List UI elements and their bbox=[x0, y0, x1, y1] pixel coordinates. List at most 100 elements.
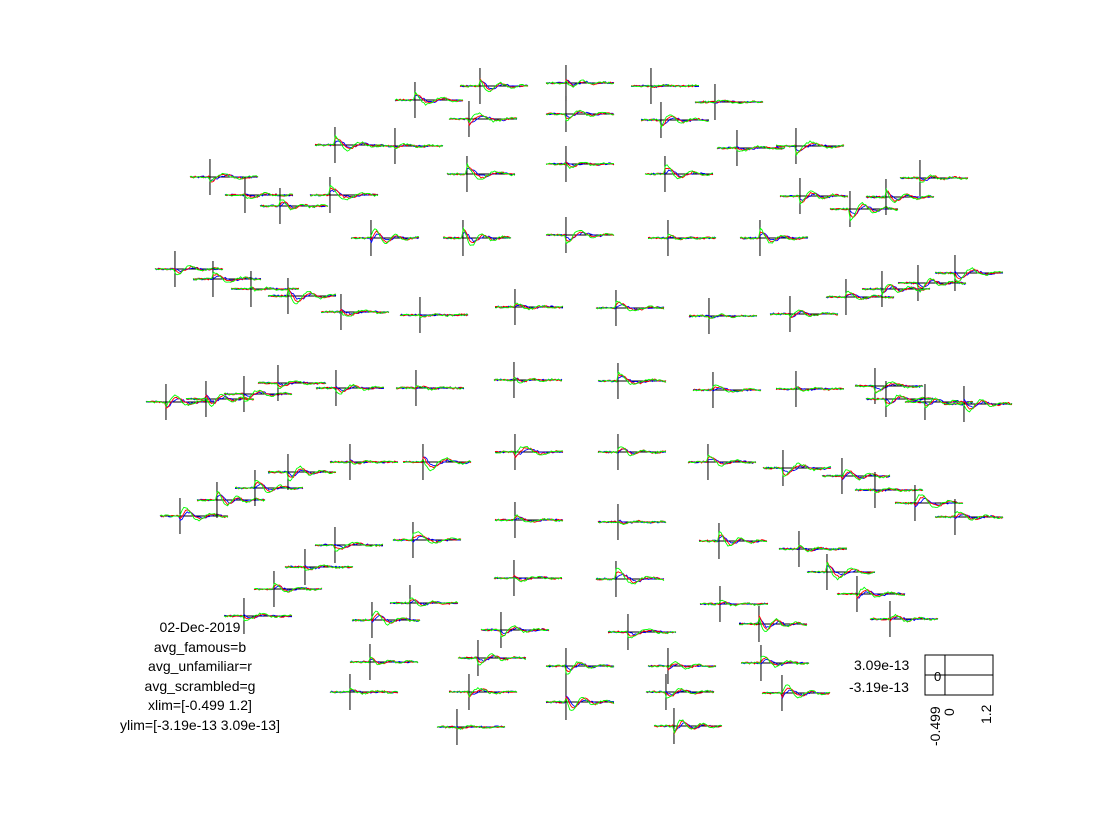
sensor-trace-avg_famous bbox=[494, 448, 564, 458]
sensor-trace-avg_scrambled bbox=[189, 172, 259, 183]
sensor-trace-avg_unfamiliar bbox=[865, 190, 935, 203]
sensor-plot bbox=[159, 498, 229, 534]
sensor-trace-avg_scrambled bbox=[494, 514, 564, 523]
sensor-trace-avg_scrambled bbox=[692, 384, 762, 393]
sensor-plot bbox=[865, 381, 935, 417]
sensor-plot bbox=[645, 674, 715, 710]
sensor-plot bbox=[389, 585, 459, 621]
sensor-trace-avg_scrambled bbox=[894, 494, 964, 508]
sensor-plot bbox=[192, 261, 262, 297]
sensor-trace-avg_scrambled bbox=[493, 575, 562, 583]
sensor-trace-avg_scrambled bbox=[314, 541, 384, 552]
sensor-plot bbox=[448, 674, 518, 710]
sensor-plot bbox=[350, 220, 420, 256]
sensor-trace-avg_unfamiliar bbox=[825, 292, 895, 301]
sensor-plot bbox=[224, 177, 294, 213]
sensor-trace-avg_scrambled bbox=[775, 386, 845, 392]
sensor-trace-avg_scrambled bbox=[688, 313, 758, 320]
sensor-trace-avg_scrambled bbox=[644, 164, 714, 180]
sensor-trace-avg_scrambled bbox=[899, 174, 969, 183]
sensor-trace-avg_scrambled bbox=[545, 229, 615, 245]
sensor-plot bbox=[806, 554, 876, 590]
date-label: 02-Dec-2019 bbox=[159, 619, 241, 635]
sensor-trace-avg_scrambled bbox=[739, 227, 809, 244]
sensor-trace-avg_scrambled bbox=[821, 469, 891, 481]
sensor-trace-avg_scrambled bbox=[494, 446, 564, 456]
sensor-trace-avg_scrambled bbox=[389, 597, 459, 607]
sensor-trace-avg_famous bbox=[350, 233, 420, 244]
sensor-plot bbox=[392, 522, 462, 558]
sensor-trace-avg_scrambled bbox=[865, 394, 935, 408]
sensor-plot bbox=[769, 296, 839, 332]
sensor-plot bbox=[854, 368, 924, 404]
sensor-trace-avg_scrambled bbox=[869, 613, 939, 623]
sensor-trace-avg_unfamiliar bbox=[653, 720, 723, 735]
sensor-trace-avg_scrambled bbox=[934, 267, 1003, 282]
sensor-trace-avg_scrambled bbox=[267, 465, 337, 482]
sensor-plot bbox=[351, 602, 421, 638]
legend-scrambled: avg_scrambled=g bbox=[144, 677, 256, 694]
sensor-trace-avg_scrambled bbox=[154, 265, 224, 276]
sensor-plot bbox=[829, 191, 899, 227]
sensor-plot bbox=[644, 156, 714, 192]
sensor-plot bbox=[284, 549, 354, 585]
sensor-trace-avg_scrambled bbox=[595, 300, 665, 312]
sensor-trace-avg_unfamiliar bbox=[493, 376, 562, 383]
sensor-trace-avg_unfamiliar bbox=[741, 656, 810, 666]
sensor-plot bbox=[493, 560, 563, 596]
sensor-trace-avg_scrambled bbox=[315, 383, 385, 395]
sensor-plot bbox=[257, 365, 327, 401]
sensor-plot bbox=[739, 220, 809, 256]
sensor-trace-avg_scrambled bbox=[284, 564, 354, 571]
sensor-trace-avg_scrambled bbox=[778, 544, 848, 553]
sensor-trace-avg_scrambled bbox=[607, 628, 677, 639]
sensor-plot bbox=[314, 527, 384, 563]
sensor-trace-avg_scrambled bbox=[545, 79, 615, 88]
sensor-trace-avg_unfamiliar bbox=[192, 273, 262, 282]
sensor-trace-avg_scrambled bbox=[350, 228, 420, 244]
sensor-plot bbox=[436, 709, 506, 745]
sensor-trace-avg_famous bbox=[779, 192, 849, 201]
scale-xzero-label: 0 bbox=[941, 708, 957, 716]
sensor-plot bbox=[446, 156, 516, 192]
sensor-trace-avg_scrambled bbox=[769, 309, 839, 319]
sensor-trace-avg_scrambled bbox=[374, 142, 444, 149]
sensor-trace-avg_scrambled bbox=[395, 385, 465, 391]
sensor-plot bbox=[494, 289, 564, 325]
sensor-plot bbox=[836, 576, 906, 612]
sensor-trace-avg_scrambled bbox=[446, 162, 516, 180]
sensor-trace-avg_scrambled bbox=[934, 510, 1004, 521]
sensor-plot bbox=[545, 684, 615, 720]
sensor-plot bbox=[402, 444, 472, 480]
sensor-trace-avg_scrambled bbox=[457, 653, 527, 666]
sensor-trace-avg_scrambled bbox=[448, 687, 518, 698]
sensor-plot bbox=[259, 188, 329, 224]
sensor-trace-avg_unfamiliar bbox=[607, 629, 677, 637]
sensor-plot bbox=[395, 370, 465, 406]
sensor-trace-avg_scrambled bbox=[223, 389, 293, 402]
scale-ymax-label: 3.09e-13 bbox=[854, 657, 910, 673]
sensor-trace-avg_scrambled bbox=[825, 290, 895, 300]
sensor-trace-avg_unfamiliar bbox=[234, 481, 304, 493]
sensor-trace-avg_scrambled bbox=[545, 661, 615, 675]
sensor-plot bbox=[647, 220, 717, 256]
sensor-plot bbox=[223, 598, 293, 634]
sensor-plot bbox=[545, 96, 615, 132]
sensor-plot bbox=[267, 454, 337, 490]
sensor-trace-avg_famous bbox=[480, 627, 550, 634]
sensor-plot bbox=[699, 586, 769, 622]
scale-ymin-label: -3.19e-13 bbox=[849, 679, 909, 695]
sensor-trace-avg_unfamiliar bbox=[738, 614, 808, 630]
sensor-trace-avg_scrambled bbox=[436, 724, 506, 730]
sensor-trace-avg_scrambled bbox=[698, 530, 768, 547]
sensor-trace-avg_unfamiliar bbox=[457, 654, 527, 663]
sensor-trace-avg_scrambled bbox=[740, 655, 810, 668]
sensor-plot bbox=[825, 279, 895, 315]
sensor-trace-avg_scrambled bbox=[192, 271, 262, 283]
sensor-trace-avg_scrambled bbox=[329, 460, 399, 465]
sensor-trace-avg_unfamiliar bbox=[448, 688, 518, 699]
ylim-label: ylim=[-3.19e-13 3.09e-13] bbox=[120, 716, 280, 733]
sensor-trace-avg_unfamiliar bbox=[257, 380, 327, 388]
sensor-trace-avg_scrambled bbox=[836, 586, 906, 598]
